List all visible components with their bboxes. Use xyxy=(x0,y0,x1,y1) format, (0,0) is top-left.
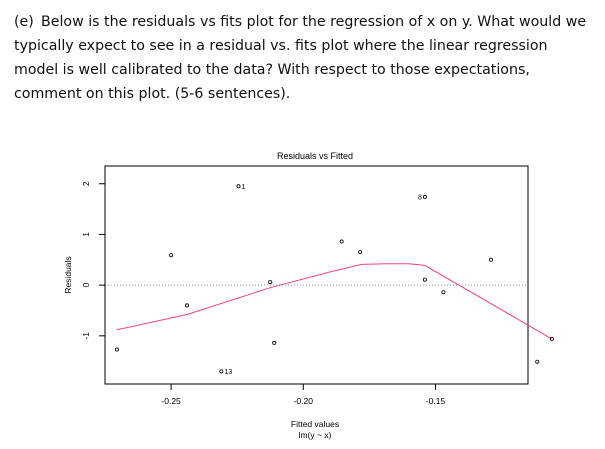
data-point xyxy=(114,347,119,352)
data-point xyxy=(549,336,554,341)
question-label: (e) xyxy=(14,14,34,30)
data-point xyxy=(272,340,277,345)
x-tick-label: -0.25 xyxy=(161,396,181,406)
question-text: (e) Below is the residuals vs fits plot f… xyxy=(14,10,592,106)
scatter-points: 13 1 8 xyxy=(114,184,554,376)
y-axis-label: Residuals xyxy=(63,256,73,293)
point-label: 8 xyxy=(418,194,422,201)
y-tick-label: 1 xyxy=(81,232,91,237)
data-point xyxy=(358,250,363,255)
smoother-line xyxy=(116,263,553,340)
data-point xyxy=(422,194,427,199)
x-tick-label: -0.20 xyxy=(294,396,314,406)
y-axis: -1 0 1 2 xyxy=(81,181,106,340)
y-tick-label: 0 xyxy=(81,283,91,288)
data-point xyxy=(488,257,493,262)
point-label: 1 xyxy=(242,184,246,191)
x-tick-label: -0.15 xyxy=(426,396,446,406)
data-point xyxy=(169,253,174,258)
data-point xyxy=(535,359,540,364)
data-point xyxy=(339,239,344,244)
question-body: Below is the residuals vs fits plot for … xyxy=(14,14,587,102)
y-tick-label: -1 xyxy=(81,332,91,340)
data-point xyxy=(441,290,446,295)
point-label: 13 xyxy=(224,369,232,376)
data-point xyxy=(236,184,241,189)
x-axis-label: Fitted values xyxy=(291,419,339,429)
data-point xyxy=(184,303,189,308)
x-axis: -0.25 -0.20 -0.15 xyxy=(161,383,446,406)
data-point xyxy=(219,369,224,374)
y-tick-label: 2 xyxy=(81,181,91,186)
data-point xyxy=(422,277,427,282)
data-point xyxy=(268,280,273,285)
plot-title: Residuals vs Fitted xyxy=(277,151,353,161)
x-axis-sublabel: lm(y ~ x) xyxy=(299,430,332,440)
